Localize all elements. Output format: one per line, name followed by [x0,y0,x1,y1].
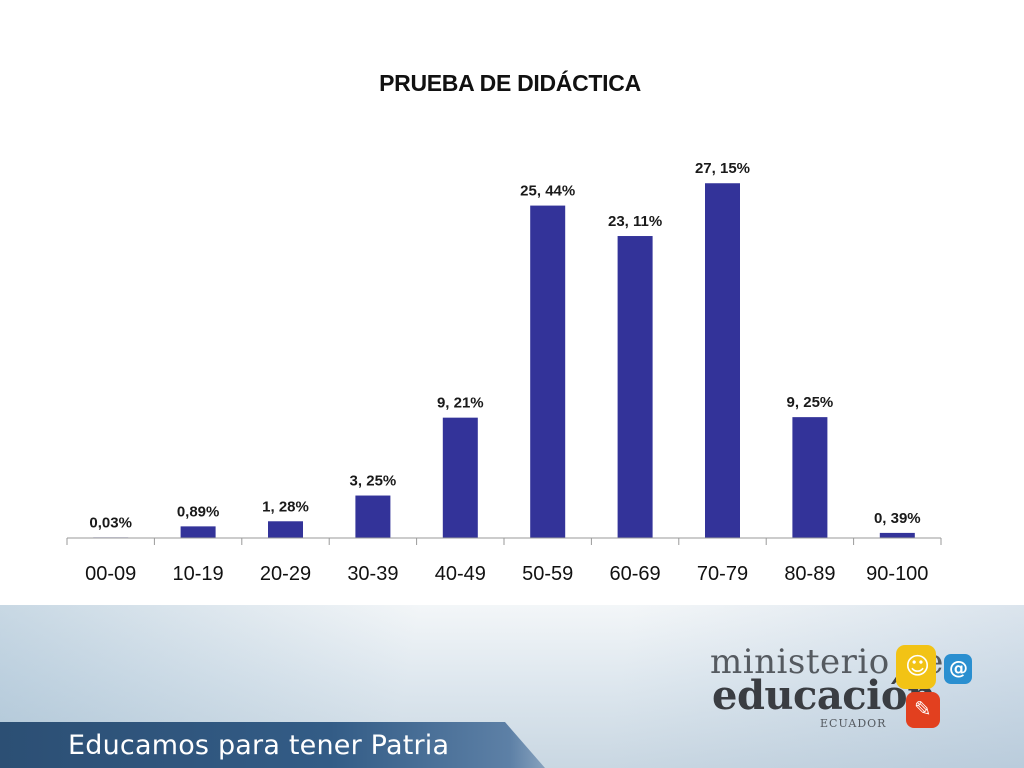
data-label-20-29: 1, 28% [262,498,309,515]
slogan-text: Educamos para tener Patria [68,730,450,761]
x-tick-label-50-59: 50-59 [522,563,573,585]
bar-chart: 0,03% 0,89% 1, 28% 3, 25% 9, 21% 25, 44% 23, 1… [66,160,942,585]
data-label-10-19: 0,89% [177,503,220,520]
logo-text-country: ECUADOR [820,717,887,730]
data-label-90-100: 0, 39% [874,510,921,527]
bar-60-69 [617,236,653,538]
data-label-50-59: 25, 44% [520,183,575,200]
data-label-00-09: 0,03% [89,514,132,531]
chart-title: PRUEBA DE DIDÁCTICA [379,70,641,96]
x-tick-labels: 00-09 10-19 20-29 30-39 40-49 50-59 60-69 70-79… [85,563,928,585]
x-tick-label-60-69: 60-69 [610,563,661,585]
bar-70-79 [705,183,740,539]
bar-30-39 [355,495,391,538]
bar-90-100 [879,532,915,538]
ministry-logo: ministerio de educación ECUADOR ☺ @ ✎ [708,642,988,742]
x-tick-label-20-29: 20-29 [260,563,311,585]
student-face-icon: ☺ [896,645,936,689]
x-tick-label-90-100: 90-100 [866,563,928,585]
data-label-40-49: 9, 21% [437,395,484,412]
slogan-bar [0,722,545,768]
data-label-80-89: 9, 25% [787,394,834,411]
x-axis [66,537,942,545]
x-tick-label-30-39: 30-39 [347,563,398,585]
bar-40-49 [442,417,478,538]
data-label-30-39: 3, 25% [350,473,397,490]
x-tick-label-00-09: 00-09 [85,563,136,585]
bar-20-29 [268,521,303,538]
at-sign-icon: @ [944,654,972,684]
data-label-70-79: 27, 15% [695,160,750,177]
bar-50-59 [530,205,566,539]
x-tick-label-80-89: 80-89 [784,563,835,585]
bar-80-89 [792,417,828,538]
x-tick-label-40-49: 40-49 [435,563,486,585]
value-labels-layer: 0,03% 0,89% 1, 28% 3, 25% 9, 21% 25, 44% 23, 1… [89,160,920,531]
bar-10-19 [180,526,216,538]
bars-layer [93,183,915,539]
pencil-icon: ✎ [906,692,940,728]
x-tick-label-70-79: 70-79 [697,563,748,585]
x-tick-label-10-19: 10-19 [173,563,224,585]
data-label-60-69: 23, 11% [608,213,662,230]
